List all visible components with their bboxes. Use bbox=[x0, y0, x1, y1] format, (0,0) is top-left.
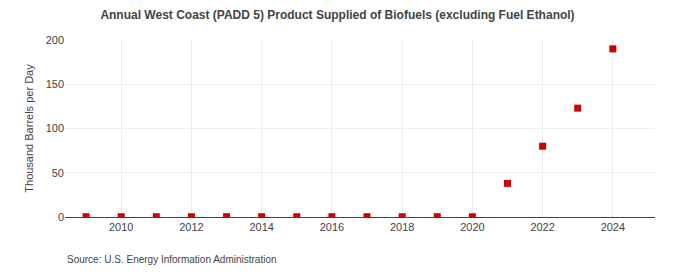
svg-text:2022: 2022 bbox=[530, 221, 554, 233]
svg-text:2012: 2012 bbox=[179, 221, 203, 233]
svg-text:100: 100 bbox=[46, 122, 64, 134]
svg-text:150: 150 bbox=[46, 78, 64, 90]
svg-text:Thousand Barrels per Day: Thousand Barrels per Day bbox=[23, 64, 35, 193]
svg-text:0: 0 bbox=[58, 211, 64, 223]
svg-text:50: 50 bbox=[52, 167, 64, 179]
svg-text:2010: 2010 bbox=[109, 221, 133, 233]
svg-text:2016: 2016 bbox=[320, 221, 344, 233]
svg-text:Annual West Coast (PADD 5) Pro: Annual West Coast (PADD 5) Product Suppl… bbox=[100, 8, 574, 22]
svg-text:2018: 2018 bbox=[390, 221, 414, 233]
svg-text:2014: 2014 bbox=[249, 221, 273, 233]
svg-text:200: 200 bbox=[46, 34, 64, 46]
svg-text:2024: 2024 bbox=[601, 221, 625, 233]
svg-text:Source: U.S. Energy Informatio: Source: U.S. Energy Information Administ… bbox=[67, 254, 277, 265]
svg-text:2020: 2020 bbox=[460, 221, 484, 233]
